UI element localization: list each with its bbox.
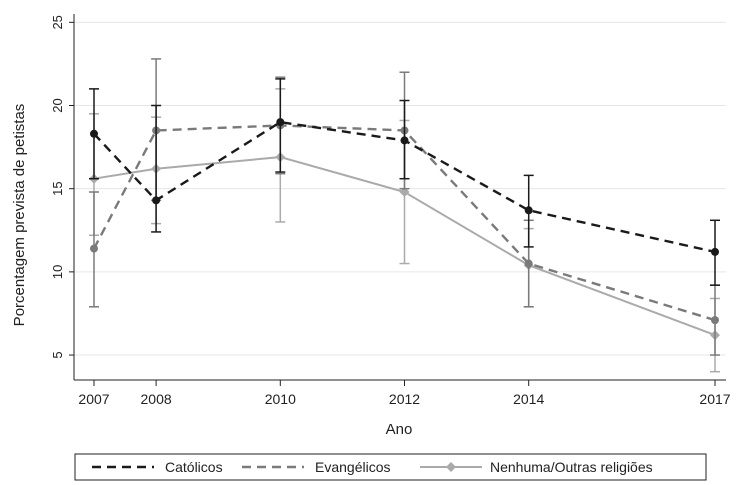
x-tick-label: 2010 <box>265 391 296 407</box>
y-tick-label: 20 <box>50 98 65 112</box>
y-axis-label: Porcentagem prevista de petistas <box>11 104 28 327</box>
y-tick-label: 25 <box>50 15 65 29</box>
x-tick-label: 2012 <box>389 391 420 407</box>
legend-box <box>74 453 707 481</box>
series-0 <box>89 78 720 286</box>
data-point <box>90 129 98 138</box>
legend: Católicos Evangélicos Nenhuma/Outras relig… <box>74 453 707 481</box>
data-point <box>276 118 285 127</box>
y-tick-label: 15 <box>50 181 65 195</box>
data-point <box>399 187 410 198</box>
axes: 5 10 15 20 25 2007 2008 2010 2012 2014 2017 <box>50 14 731 407</box>
x-tick-label: 2008 <box>141 391 172 407</box>
x-axis-label: Ano <box>386 421 413 438</box>
legend-label-1: Evangélicos <box>315 459 391 475</box>
x-tick-label: 2007 <box>78 391 109 407</box>
series-line <box>93 156 716 337</box>
x-tick-label: 2017 <box>699 391 730 407</box>
x-tick-label: 2014 <box>513 391 544 407</box>
legend-marker <box>446 462 456 472</box>
y-tick-label: 5 <box>50 351 65 358</box>
data-point <box>90 244 98 253</box>
series-layer <box>89 58 720 373</box>
data-point <box>711 247 719 256</box>
data-point <box>711 316 719 325</box>
legend-label-2: Nenhuma/Outras religiões <box>490 459 653 475</box>
y-tick-label: 10 <box>50 265 65 279</box>
series-line <box>92 124 716 322</box>
legend-label-0: Católicos <box>165 459 223 475</box>
data-point <box>524 259 533 268</box>
data-point <box>152 196 161 205</box>
data-point <box>524 206 533 215</box>
series-line <box>93 120 716 254</box>
data-point <box>400 136 409 145</box>
